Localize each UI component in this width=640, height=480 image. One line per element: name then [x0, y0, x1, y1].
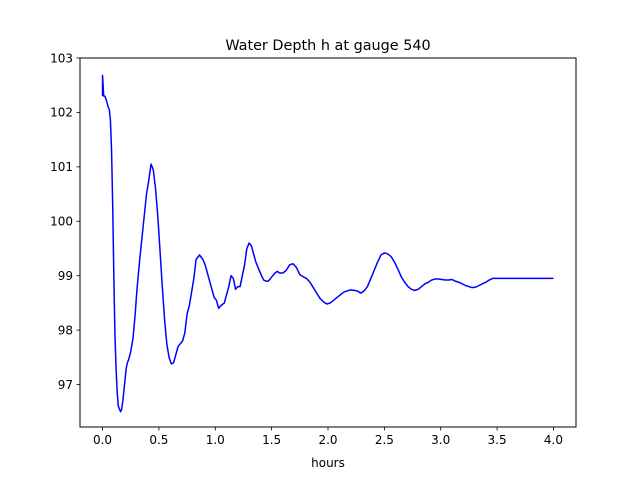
x-tick-label: 0.5	[149, 433, 168, 447]
y-tick-label: 98	[58, 323, 73, 337]
x-tick-label: 3.5	[488, 433, 507, 447]
x-tick-label: 0.0	[93, 433, 112, 447]
y-tick-label: 101	[50, 160, 73, 174]
series-line-0	[101, 74, 554, 413]
y-tick-label: 103	[50, 51, 73, 65]
x-axis-label: hours	[311, 456, 345, 470]
y-tick-label: 99	[58, 269, 73, 283]
y-axis-ticks: 97 98 99 100 101 102 103	[50, 51, 80, 392]
y-tick-label: 97	[58, 378, 73, 392]
plot-area-frame	[79, 57, 577, 428]
x-tick-label: 2.5	[375, 433, 394, 447]
y-tick-label: 102	[50, 106, 73, 120]
x-tick-label: 1.5	[262, 433, 281, 447]
chart-title: Water Depth h at gauge 540	[225, 38, 430, 54]
x-tick-label: 1.0	[206, 433, 225, 447]
x-tick-label: 4.0	[544, 433, 563, 447]
x-tick-label: 2.0	[318, 433, 337, 447]
series-layer	[101, 74, 554, 413]
x-tick-label: 3.0	[431, 433, 450, 447]
x-axis-ticks: 0.0 0.5 1.0 1.5 2.0 2.5 3.0 3.5 4.0	[93, 427, 563, 447]
y-tick-label: 100	[50, 215, 73, 229]
